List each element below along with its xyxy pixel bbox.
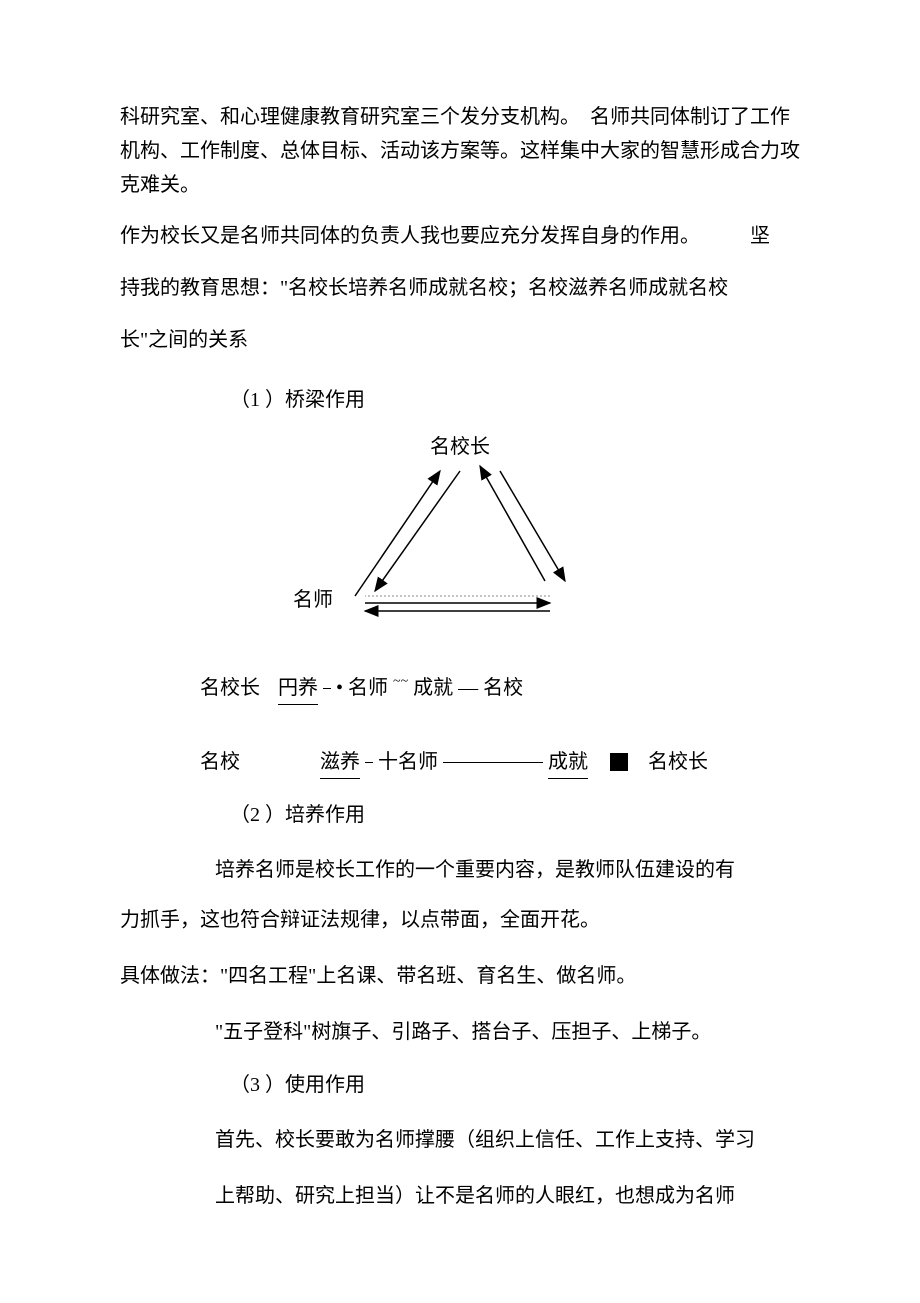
rel2-t3: 十名师 [378, 746, 438, 778]
section-2-header: （2 ）培养作用 [120, 799, 800, 831]
rel2-t4: 成就 [548, 746, 588, 779]
diagram-left-label: 名师 [293, 588, 333, 611]
rel1-t2: 円养 [278, 672, 318, 705]
rel1-t1: 名校长 [200, 672, 260, 704]
rel2-t1: 名校 [200, 746, 240, 778]
section-1-header: （1 ）桥梁作用 [120, 384, 800, 416]
diagram-top-label: 名校长 [430, 435, 490, 458]
paragraph-2: 作为校长又是名师共同体的负责人我也要应充分发挥自身的作用。 坚 持我的教育思想："… [120, 210, 800, 366]
rel1-dot: • [336, 672, 343, 704]
rel1-t5: 名校 [483, 672, 523, 704]
triangle-diagram: 名校长 名师 [120, 431, 800, 641]
para2-part-c: 持我的教育思想："名校长培养名师成就名校；名校滋养名师成就名校 [120, 277, 728, 299]
para2-part-b: 坚 [750, 225, 770, 247]
paragraph-3b: 力抓手，这也符合辩证法规律，以点带面，全面开花。 [120, 895, 800, 945]
rel1-t4: 成就 [413, 672, 453, 704]
rel2-t2: 滋养 [320, 746, 360, 779]
para2-part-d: 长"之间的关系 [120, 329, 248, 351]
arrow-left-to-top [355, 471, 440, 596]
paragraph-5: "五子登科"树旗子、引路子、搭台子、压担子、上梯子。 [120, 1007, 800, 1057]
relation-line-1: 名校长 円养 • 名师 ~~ 成就 — 名校 [120, 671, 800, 705]
paragraph-4: 具体做法："四名工程"上名课、带名班、育名生、做名师。 [120, 951, 800, 1001]
rel1-t3: 名师 [348, 672, 388, 704]
relation-line-2: 名校 滋养 十名师 成就 名校长 [120, 745, 800, 779]
paragraph-1: 科研究室、和心理健康教育研究室三个发分支机构。 名师共同体制订了工作机构、工作制… [120, 100, 800, 202]
black-square-icon [610, 753, 628, 771]
rel2-t5: 名校长 [648, 746, 708, 778]
rel1-dash: — [458, 672, 478, 704]
paragraph-3a: 培养名师是校长工作的一个重要内容，是教师队伍建设的有 [120, 845, 800, 895]
arrow-top-to-right [500, 471, 565, 581]
paragraph-6b: 上帮助、研究上担当）让不是名师的人眼红，也想成为名师 [120, 1171, 800, 1221]
arrow-top-to-left [375, 471, 460, 591]
arrow-right-to-top [480, 466, 545, 581]
section-3-header: （3 ）使用作用 [120, 1069, 800, 1101]
para2-part-a: 作为校长又是名师共同体的负责人我也要应充分发挥自身的作用。 [120, 225, 700, 247]
paragraph-6a: 首先、校长要敢为名师撑腰（组织上信任、工作上支持、学习 [120, 1115, 800, 1165]
